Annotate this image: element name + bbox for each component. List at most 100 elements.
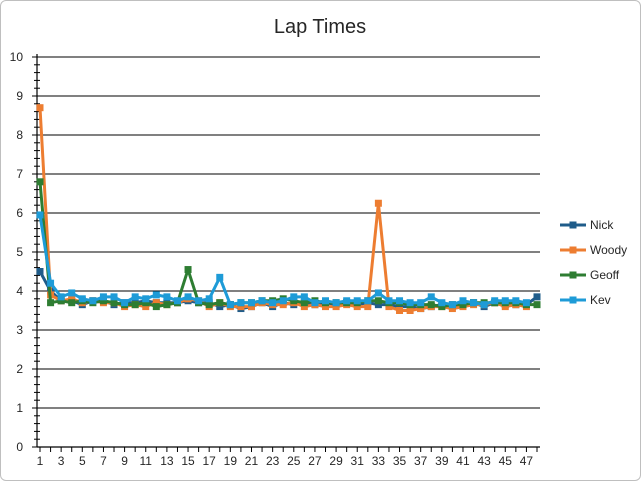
legend-swatch-marker	[569, 246, 577, 254]
data-point	[427, 293, 435, 301]
data-point	[216, 299, 224, 307]
data-point	[480, 301, 488, 309]
data-point	[533, 301, 541, 309]
data-point	[353, 303, 361, 311]
data-point	[438, 299, 446, 307]
data-point	[396, 307, 404, 314]
data-point	[184, 266, 192, 274]
data-point	[142, 303, 150, 311]
legend-label: Nick	[590, 218, 614, 232]
legend: Nick Woody Geoff Kev	[560, 218, 627, 307]
data-point	[417, 299, 425, 307]
x-tick-label: 7	[100, 454, 107, 468]
legend-label: Kev	[590, 293, 611, 307]
data-point	[279, 297, 287, 305]
x-tick-label: 35	[393, 454, 407, 468]
data-point	[332, 299, 340, 307]
data-point	[427, 301, 435, 309]
data-point	[36, 178, 44, 186]
legend-label: Woody	[590, 243, 627, 257]
data-point	[501, 303, 509, 311]
data-point	[417, 305, 425, 313]
data-point	[247, 303, 255, 311]
data-point	[110, 299, 118, 307]
series-layer	[36, 104, 541, 314]
data-point	[290, 297, 298, 305]
axes	[32, 54, 540, 452]
y-tick-label: 1	[16, 401, 23, 415]
data-point	[237, 303, 245, 311]
x-tick-label: 1	[37, 454, 44, 468]
y-tick-label: 2	[16, 362, 23, 376]
data-point	[131, 301, 139, 309]
data-point	[470, 299, 478, 307]
legend-item-kev: Kev	[560, 293, 611, 307]
x-tick-label: 27	[308, 454, 322, 468]
gridlines	[37, 56, 540, 409]
y-tick-label: 9	[16, 89, 23, 103]
data-point	[512, 297, 520, 305]
data-point	[121, 299, 129, 307]
series-line	[38, 107, 527, 312]
data-point	[322, 297, 330, 305]
data-point	[300, 293, 308, 301]
series-kev	[36, 211, 530, 309]
data-point	[152, 291, 160, 299]
x-tick-label: 37	[414, 454, 428, 468]
data-point	[78, 295, 86, 303]
chart-title: Lap Times	[274, 16, 366, 38]
data-point	[374, 289, 382, 297]
data-point	[36, 268, 44, 275]
legend-label: Geoff	[590, 268, 620, 282]
legend-item-geoff: Geoff	[560, 268, 620, 282]
legend-swatch-marker	[569, 221, 577, 229]
data-point	[163, 301, 171, 309]
data-point	[226, 301, 234, 309]
x-tick-label: 23	[266, 454, 280, 468]
data-point	[396, 297, 404, 305]
series-woody	[36, 104, 530, 314]
data-point	[142, 299, 150, 307]
data-point	[205, 295, 213, 303]
data-point	[353, 297, 361, 305]
data-point	[459, 301, 467, 309]
data-point	[36, 104, 44, 112]
data-point	[57, 293, 65, 301]
data-point	[184, 293, 192, 301]
data-point	[142, 295, 150, 303]
data-point	[247, 299, 255, 307]
data-point	[448, 305, 456, 313]
x-tick-label: 39	[435, 454, 449, 468]
x-tick-label: 31	[351, 454, 365, 468]
x-tick-label: 29	[329, 454, 343, 468]
data-point	[406, 299, 414, 307]
y-tick-label: 4	[16, 284, 23, 298]
data-point	[258, 297, 266, 305]
data-point	[110, 293, 118, 301]
data-point	[364, 297, 372, 305]
data-point	[131, 293, 139, 301]
data-point	[533, 293, 541, 301]
data-point	[216, 303, 224, 311]
x-tick-label: 19	[224, 454, 238, 468]
y-tick-label: 6	[16, 206, 23, 220]
data-point	[374, 297, 382, 305]
data-point	[205, 301, 213, 309]
data-point	[47, 299, 55, 307]
x-tick-label: 21	[245, 454, 259, 468]
data-point	[173, 297, 181, 305]
x-tick-label: 25	[287, 454, 301, 468]
data-point	[237, 299, 245, 307]
data-point	[522, 299, 530, 307]
data-point	[269, 299, 277, 307]
data-point	[396, 303, 404, 311]
data-point	[501, 297, 509, 305]
x-tick-label: 33	[372, 454, 386, 468]
x-tick-label: 15	[181, 454, 195, 468]
data-point	[343, 297, 351, 305]
legend-item-nick: Nick	[560, 218, 614, 232]
data-point	[152, 299, 160, 307]
data-point	[290, 293, 298, 301]
data-point	[300, 303, 308, 311]
